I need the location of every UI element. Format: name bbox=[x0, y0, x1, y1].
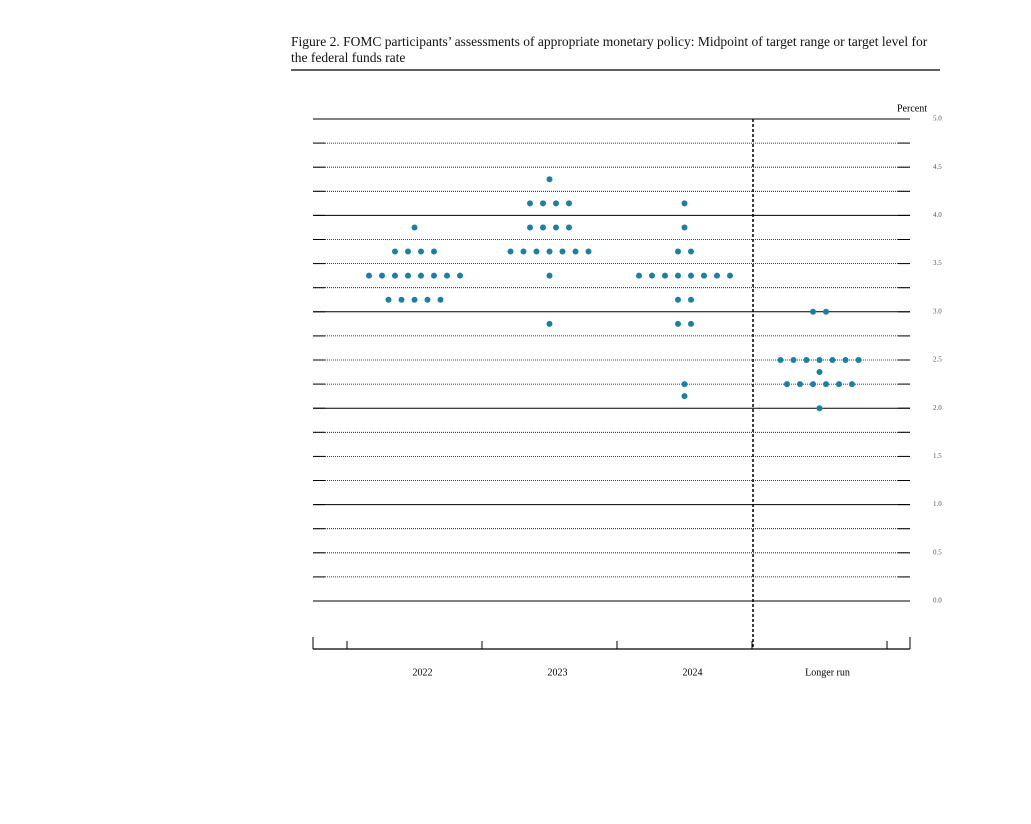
dot bbox=[849, 381, 855, 388]
dot bbox=[418, 272, 424, 279]
dot bbox=[431, 272, 437, 279]
y-tick-label: 1.0 bbox=[933, 500, 942, 508]
dot bbox=[444, 272, 450, 279]
dot bbox=[810, 381, 816, 388]
y-tick-label: 3.5 bbox=[933, 259, 942, 267]
dot bbox=[688, 320, 694, 327]
dot bbox=[572, 248, 579, 255]
dot bbox=[392, 248, 398, 255]
dot bbox=[546, 248, 553, 255]
dot bbox=[527, 200, 533, 207]
y-tick-label: 4.0 bbox=[933, 211, 942, 219]
dot bbox=[855, 357, 862, 363]
dot bbox=[816, 369, 823, 376]
dot bbox=[379, 272, 385, 279]
dot bbox=[829, 357, 836, 363]
dot bbox=[418, 248, 424, 255]
dot bbox=[688, 272, 694, 279]
dot bbox=[636, 272, 642, 279]
dot bbox=[431, 248, 437, 255]
dot bbox=[727, 272, 733, 279]
dot bbox=[553, 224, 559, 231]
chart-title: Figure 2. FOMC participants’ assessments… bbox=[291, 34, 928, 65]
dot bbox=[649, 272, 655, 279]
dot bbox=[520, 248, 527, 255]
dot bbox=[675, 296, 681, 303]
dot bbox=[784, 381, 790, 388]
dot bbox=[823, 308, 829, 315]
dot bbox=[546, 176, 553, 183]
dot bbox=[424, 296, 431, 303]
dot bbox=[675, 272, 681, 279]
x-tick-label: 2024 bbox=[683, 667, 703, 678]
dot bbox=[836, 381, 842, 388]
dot bbox=[540, 224, 546, 231]
dot bbox=[392, 272, 398, 279]
dot bbox=[675, 248, 681, 255]
dot bbox=[823, 381, 829, 388]
dot bbox=[411, 296, 418, 303]
dot bbox=[366, 272, 372, 279]
dot bbox=[385, 296, 392, 303]
dot bbox=[585, 248, 592, 255]
y-tick-label: 5.0 bbox=[933, 115, 942, 123]
dot bbox=[546, 320, 553, 327]
dot bbox=[816, 357, 823, 363]
dot bbox=[405, 272, 411, 279]
dot bbox=[688, 248, 694, 255]
dot bbox=[842, 357, 849, 363]
dot bbox=[398, 296, 405, 303]
dot bbox=[411, 224, 418, 231]
dot bbox=[797, 381, 803, 388]
dot bbox=[688, 296, 694, 303]
dot bbox=[566, 200, 572, 207]
y-tick-label: 0.5 bbox=[933, 548, 942, 556]
dot bbox=[405, 248, 411, 255]
y-tick-label: 2.0 bbox=[933, 404, 942, 412]
dot bbox=[437, 296, 444, 303]
dot bbox=[540, 200, 546, 207]
dot bbox=[810, 308, 816, 315]
dot bbox=[546, 272, 553, 279]
dot bbox=[553, 200, 559, 207]
dot bbox=[681, 393, 688, 400]
dot bbox=[701, 272, 707, 279]
x-tick-label: 2023 bbox=[548, 667, 568, 678]
y-tick-label: 0.0 bbox=[933, 597, 942, 605]
y-tick-label: 2.5 bbox=[933, 356, 942, 364]
dot bbox=[566, 224, 572, 231]
dot bbox=[457, 272, 463, 279]
dot bbox=[803, 357, 810, 363]
dot bbox=[790, 357, 797, 363]
dot bbox=[527, 224, 533, 231]
x-tick-label: 2022 bbox=[413, 667, 433, 678]
y-axis-label: Percent bbox=[897, 103, 927, 114]
dot bbox=[714, 272, 720, 279]
dot bbox=[681, 224, 688, 231]
x-tick-label: Longer run bbox=[805, 667, 850, 678]
dot bbox=[533, 248, 540, 255]
dot bbox=[662, 272, 668, 279]
dot bbox=[681, 381, 688, 388]
y-tick-label: 3.0 bbox=[933, 307, 942, 315]
dot bbox=[675, 320, 681, 327]
y-tick-label: 4.5 bbox=[933, 163, 942, 171]
dot bbox=[559, 248, 566, 255]
dot bbox=[681, 200, 688, 207]
dot bbox=[777, 357, 784, 363]
y-tick-label: 1.5 bbox=[933, 452, 942, 460]
dot bbox=[507, 248, 514, 255]
dot bbox=[816, 405, 823, 412]
